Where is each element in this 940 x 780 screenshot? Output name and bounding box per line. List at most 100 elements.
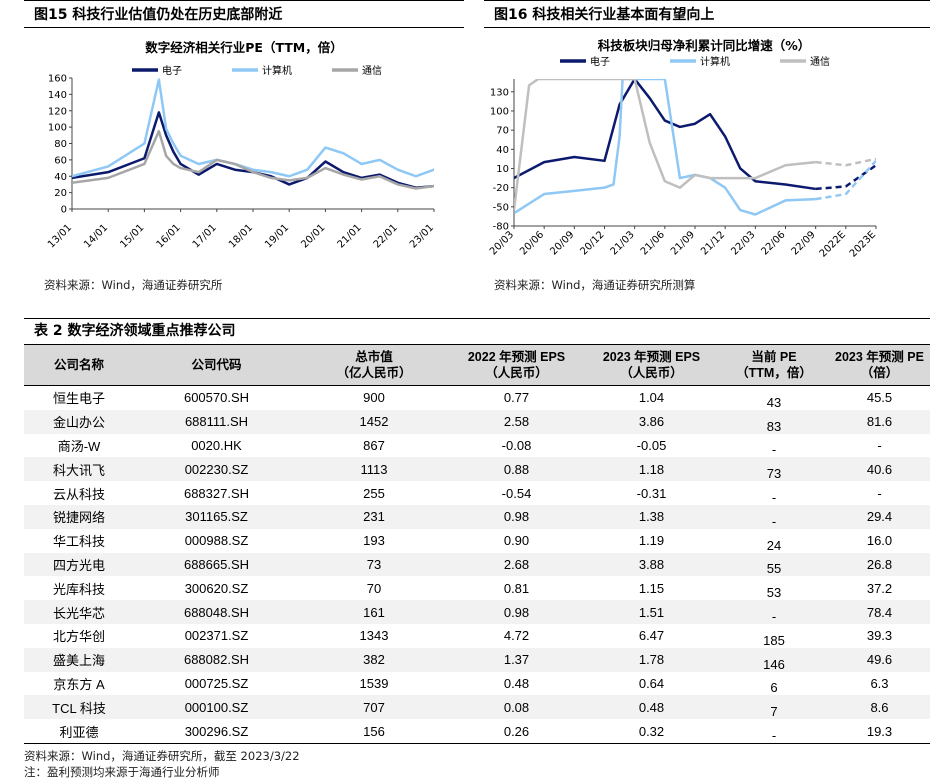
figure15-header: 图15 科技行业估值仍处在历史底部附近 (24, 0, 464, 28)
table-row: 四方光电 688665.SH 73 2.68 3.88 55 26.8 (24, 552, 930, 577)
table-row: TCL 科技 000100.SZ 707 0.08 0.48 7 8.6 (24, 695, 930, 720)
table-cell: 1.04 (638, 390, 665, 406)
table-row: 利亚德 300296.SZ 156 0.26 0.32-19.3 (24, 719, 930, 744)
table-cell: 26.8 (829, 552, 930, 577)
table-cell: 1.38 (584, 504, 719, 529)
table-cell: 000100.SZ (134, 695, 299, 720)
table-cell: - (771, 489, 777, 505)
table-body: 恒生电子 600570.SH 900 0.77 1.04 43 45.5 金山办公 688111… (24, 386, 930, 744)
table-cell: 3.86 (584, 409, 719, 434)
table-cell: - (719, 504, 829, 529)
table-cell: 43 (766, 394, 782, 410)
x-tick-label: 22/06 (759, 229, 787, 257)
table-cell: 0.32 (584, 719, 719, 744)
legend-label: 通信 (810, 56, 830, 68)
table-cell: 73 (299, 552, 449, 577)
table-cell: 0.77 (503, 390, 530, 406)
y-tick-label: 70 (496, 126, 509, 137)
table-cell: 2.58 (449, 409, 584, 434)
table-cell: 300620.SZ (184, 580, 249, 596)
table-cell: 7 (719, 695, 829, 720)
table-cell: 6.47 (638, 628, 665, 644)
table-title: 表 2 数字经济领域重点推荐公司 (24, 318, 930, 344)
column-header: 当前 PE （TTM，倍） (719, 344, 829, 386)
table-cell: 16.0 (866, 533, 893, 549)
table-cell: - (877, 485, 882, 501)
table-cell: 49.6 (829, 647, 930, 672)
table-cell: 0.48 (584, 695, 719, 720)
table-cell: 1452 (299, 409, 449, 434)
table-cell: 1343 (359, 628, 389, 644)
table-cell: 华工科技 (52, 534, 105, 550)
table-cell: 688665.SH (134, 552, 299, 577)
table-cell: 四方光电 (24, 552, 134, 577)
x-tick-label: 14/01 (82, 222, 110, 250)
table-row: 京东方 A 000725.SZ 1539 0.48 0.64 6 6.3 (24, 672, 930, 695)
table-cell: 688048.SH (134, 600, 299, 624)
table-row: 恒生电子 600570.SH 900 0.77 1.04 43 45.5 (24, 386, 930, 410)
table-cell: 688082.SH (134, 647, 299, 672)
column-header: 总市值 （亿人民币） (299, 344, 449, 386)
table-row: 锐捷网络 301165.SZ 231 0.98 1.38-29.4 (24, 504, 930, 529)
series-line (72, 78, 434, 178)
table-cell: 光库科技 (52, 581, 105, 597)
legend-label: 通信 (362, 65, 382, 77)
table-cell: 382 (299, 647, 449, 672)
table-cell: 53 (766, 585, 782, 601)
x-tick-label: 20/12 (578, 229, 606, 257)
table-cell: 利亚德 (24, 719, 134, 744)
table-cell: 73 (719, 457, 829, 482)
x-tick-label: 20/09 (548, 229, 576, 257)
legend-label: 电子 (590, 55, 610, 68)
table-cell: 6.3 (870, 675, 889, 691)
table-cell: 1.15 (638, 580, 665, 596)
column-header: 2023 年预测 PE （倍） (829, 344, 930, 386)
table-cell: 45.5 (866, 390, 893, 406)
legend-label: 计算机 (700, 55, 730, 68)
table-cell: TCL 科技 (24, 695, 134, 720)
y-tick-label: 20 (54, 188, 67, 199)
table-cell: 0.08 (449, 695, 584, 720)
x-tick-label: 22/09 (790, 229, 818, 257)
figure16-source: 资料来源：Wind，海通证券研究所测算 (494, 278, 696, 292)
table-cell: 0.90 (503, 533, 530, 549)
x-tick-label: 21/09 (669, 229, 697, 257)
table-cell: 3.88 (584, 552, 719, 577)
series-line (514, 79, 816, 211)
series-line (514, 79, 816, 216)
profit-growth-chart: 科技板块归母净利累计同比增速（%） 电子 计算机 通信 -80 -50 -20 10 40 70 1… (488, 38, 878, 260)
table-row: 科大讯飞 002230.SZ 1113 0.88 1.18 73 40.6 (24, 457, 930, 482)
y-tick-label: 160 (48, 74, 67, 85)
x-tick-label: 21/12 (699, 229, 727, 257)
table-cell: 002230.SZ (134, 457, 299, 482)
table-cell: 0.98 (449, 600, 584, 624)
table-cell: 70 (366, 580, 382, 596)
table-cell: 900 (363, 390, 385, 406)
table-cell: -0.54 (501, 485, 532, 501)
series-line (72, 129, 434, 190)
x-tick-label: 18/01 (227, 222, 255, 250)
table-row: 商汤-W 0020.HK 867 -0.08 -0.05 - - (24, 434, 930, 457)
legend-label: 电子 (162, 64, 182, 77)
column-header: 2023 年预测 EPS （人民币） (584, 344, 719, 386)
x-tick-label: 13/01 (46, 222, 74, 250)
series-forecast-line (815, 159, 876, 201)
table-cell: 1539 (359, 675, 389, 691)
y-tick-label: -20 (493, 183, 509, 194)
table-cell: 盛美上海 (24, 647, 134, 672)
table-cell: 0.26 (449, 719, 584, 744)
x-tick-label: 22/01 (372, 222, 400, 250)
y-tick-label: 80 (54, 139, 67, 150)
table-cell: -0.31 (636, 485, 667, 501)
table-row: 金山办公 688111.SH 1452 2.58 3.86 83 81.6 (24, 409, 930, 434)
table-cell: - (719, 719, 829, 744)
table-cell: -0.08 (501, 437, 532, 453)
table-cell: 云从科技 (52, 486, 105, 502)
chart-title: 科技板块归母净利累计同比增速（%） (598, 38, 811, 53)
column-header: 公司名称 (24, 344, 134, 386)
table-cell: 688111.SH (134, 409, 299, 434)
series-line (72, 111, 434, 189)
table-cell: 锐捷网络 (24, 504, 134, 529)
column-header: 2022 年预测 EPS （人民币） (449, 344, 584, 386)
y-tick-label: 40 (496, 145, 509, 156)
